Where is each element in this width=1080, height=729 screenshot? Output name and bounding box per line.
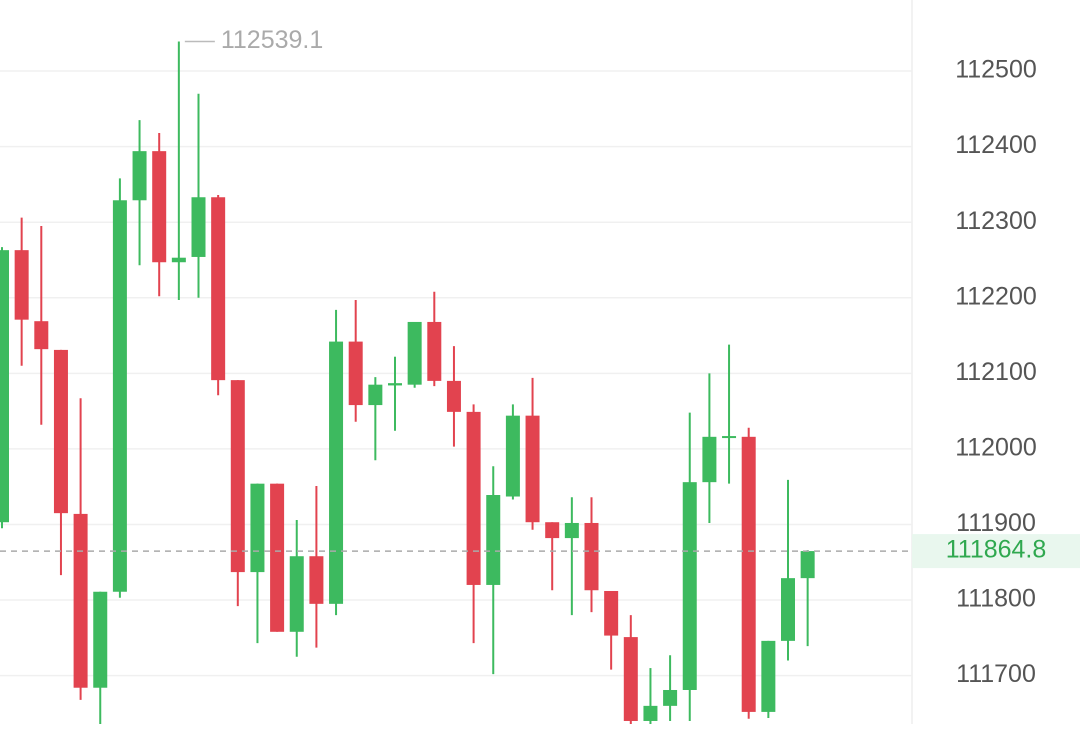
candle-body — [171, 257, 186, 263]
high-marker-label: 112539.1 — [221, 26, 323, 54]
last-price-box — [912, 534, 1080, 569]
y-tick-label: 112100 — [955, 358, 1037, 386]
candle-body — [427, 321, 442, 381]
candle-body — [152, 151, 167, 263]
candle-body — [250, 483, 265, 573]
candle-body — [505, 415, 520, 497]
candle-body — [93, 591, 108, 688]
candle-body — [702, 436, 717, 483]
y-tick-label: 112000 — [955, 434, 1037, 462]
candle-body — [211, 197, 226, 381]
y-tick-label: 111900 — [956, 509, 1036, 537]
candle-body — [53, 349, 68, 514]
candle-body — [132, 151, 147, 201]
candle-body — [663, 689, 678, 706]
candle-body — [466, 411, 481, 585]
candle-body — [604, 590, 619, 636]
candle-body — [388, 383, 402, 386]
candle-body — [643, 705, 658, 721]
candle-body — [564, 522, 579, 539]
candle-body — [486, 495, 501, 585]
candle-body — [761, 640, 776, 712]
candle-body — [800, 551, 815, 579]
candles — [0, 41, 815, 724]
candle-body — [34, 321, 49, 350]
candle-body — [741, 436, 756, 712]
candle-body — [682, 482, 697, 690]
y-tick-label: 112200 — [955, 282, 1037, 310]
candle-body — [525, 415, 540, 523]
candle-body — [545, 522, 560, 539]
candle-body — [73, 513, 88, 688]
candle-body — [584, 522, 599, 591]
y-tick-label: 111800 — [956, 585, 1036, 613]
candle-body — [191, 197, 206, 257]
candle-body — [722, 436, 737, 439]
candle-body — [368, 384, 383, 406]
candle-body — [329, 341, 344, 604]
candle-body — [446, 380, 461, 412]
candle-body — [781, 578, 795, 641]
y-tick-label: 111700 — [956, 660, 1036, 688]
grid: 111700 111800 111900 112000 112100 112200 1123… — [0, 56, 1037, 688]
candle-body — [230, 380, 245, 573]
candle-body — [348, 341, 363, 406]
overlay: 112539.1 111864.8 — [0, 26, 1080, 569]
candle-body — [0, 250, 9, 523]
candle-body — [14, 250, 29, 320]
candle-body — [407, 321, 422, 385]
y-tick-label: 112400 — [955, 131, 1037, 159]
y-tick-label: 112500 — [955, 56, 1037, 84]
candle-body — [623, 637, 638, 721]
candle-body — [309, 556, 324, 604]
candle-body — [112, 200, 127, 592]
candle-body — [289, 556, 304, 632]
y-tick-label: 112300 — [955, 207, 1037, 235]
last-price-label: 111864.8 — [946, 536, 1047, 564]
candle-body — [270, 483, 285, 632]
